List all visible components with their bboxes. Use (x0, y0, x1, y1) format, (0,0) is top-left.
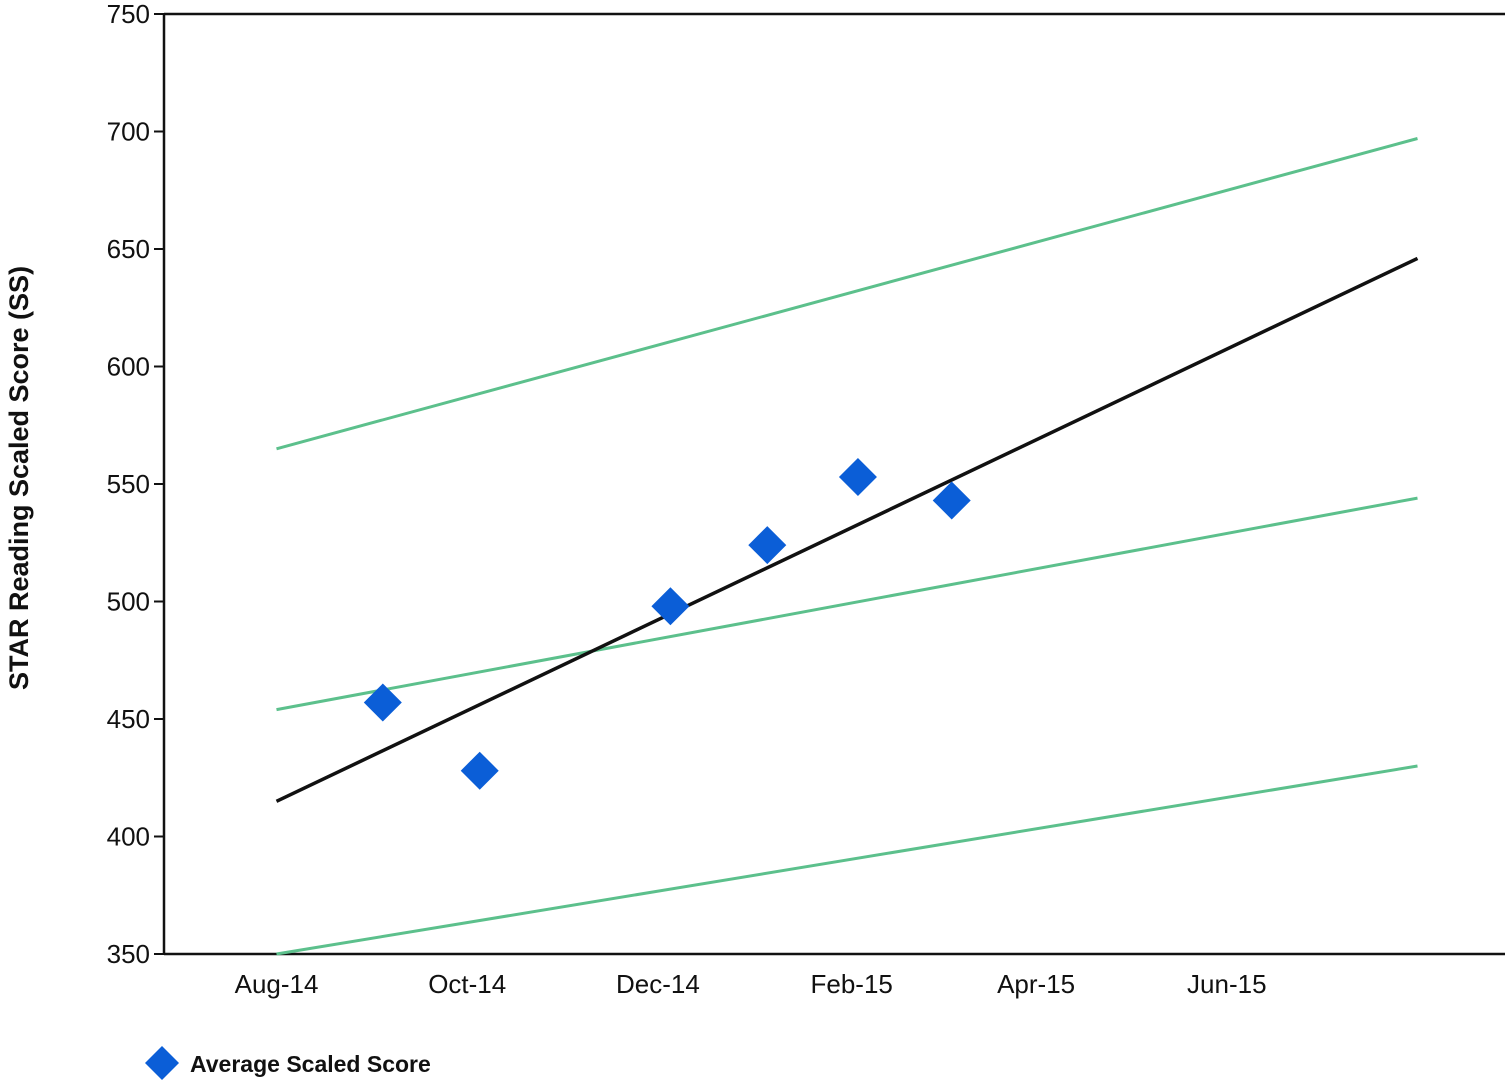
y-tick-label: 750 (107, 0, 150, 29)
y-tick-label: 600 (107, 352, 150, 382)
data-point-diamond (363, 683, 402, 722)
x-tick-label: Oct-14 (428, 969, 506, 999)
data-point-diamond (651, 587, 690, 626)
y-tick-label: 350 (107, 939, 150, 969)
legend-diamond-marker (145, 1046, 179, 1080)
x-tick-label: Dec-14 (616, 969, 700, 999)
y-tick-label: 400 (107, 822, 150, 852)
x-tick-label: Aug-14 (235, 969, 319, 999)
legend: Average Scaled Score (145, 1046, 431, 1080)
data-point-diamond (460, 751, 499, 790)
x-tick-label: Feb-15 (810, 969, 892, 999)
data-point-diamond (932, 481, 971, 520)
y-tick-label: 650 (107, 234, 150, 264)
y-tick-label: 550 (107, 469, 150, 499)
legend-label: Average Scaled Score (190, 1051, 431, 1077)
y-tick-label: 500 (107, 587, 150, 617)
goal-line (276, 137, 1418, 451)
y-axis-label: STAR Reading Scaled Score (SS) (4, 266, 34, 690)
plot-area: 350 400 450 500 550 600 650 700 750 Aug-14 Oct-14 D… (107, 0, 1505, 999)
x-tick-label: Apr-15 (997, 969, 1075, 999)
y-tick-label: 450 (107, 704, 150, 734)
goal-line (276, 764, 1418, 956)
x-tick-label: Jun-15 (1187, 969, 1267, 999)
data-point-diamond (748, 526, 787, 565)
data-point-diamond (838, 457, 877, 496)
y-tick-label: 700 (107, 117, 150, 147)
goal-line (276, 496, 1418, 712)
trend-line (275, 256, 1419, 803)
